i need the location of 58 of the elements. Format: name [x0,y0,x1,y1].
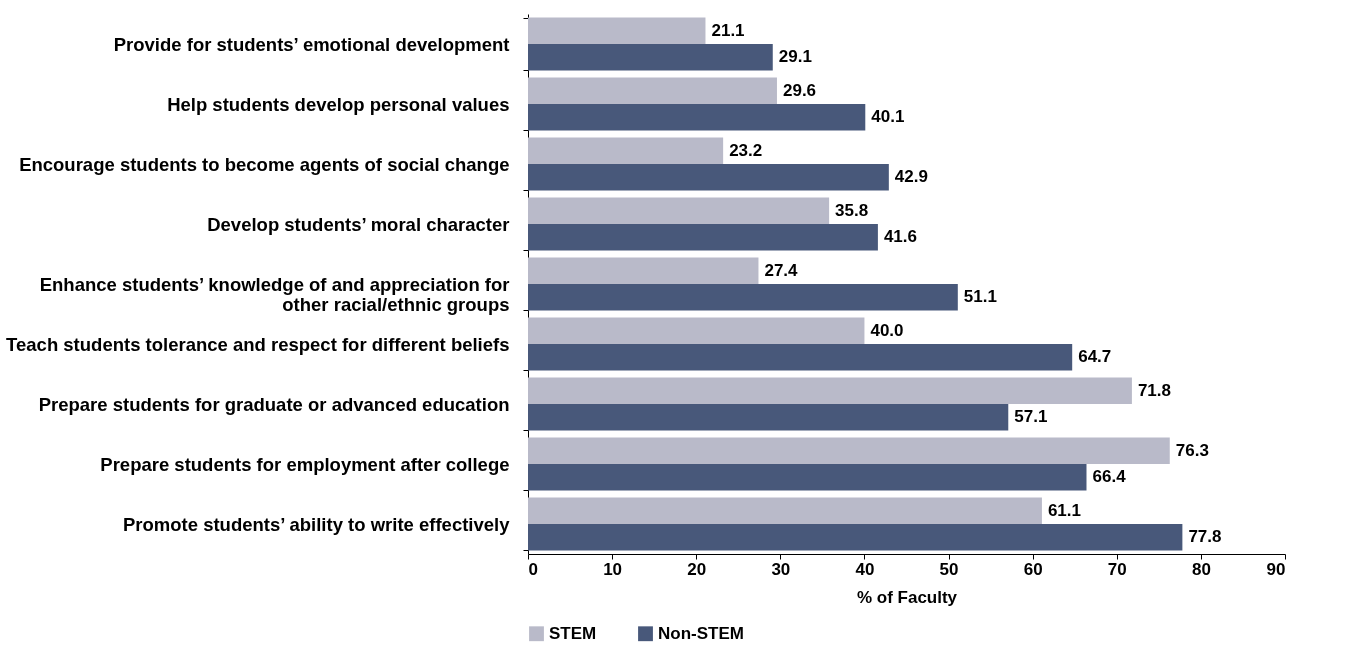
bar [528,44,773,71]
y-tick-label: Prepare students for employment after college [100,453,510,475]
x-axis-title: % of Faculty [856,587,958,607]
text: 51.1 [963,287,997,307]
text: 57.1 [1014,407,1048,427]
text: 77.8 [1188,527,1222,547]
bar [528,77,777,104]
bar [528,464,1087,491]
text: 41.6 [883,227,917,247]
bar [528,404,1009,431]
text: 35.8 [835,200,869,220]
bar [528,524,1183,551]
x-tick-label: 50 [939,559,959,579]
text: 66.4 [1092,467,1126,487]
y-tick-label: Provide for students’ emotional development [113,33,510,55]
text: 61.1 [1047,500,1082,520]
legend-label: Non-STEM [658,623,744,643]
text: 40.1 [871,107,905,127]
bar [528,257,759,284]
bar [528,497,1042,524]
text: 40.0 [870,320,904,340]
bar [528,164,889,191]
text: 27.4 [764,260,798,280]
bar [528,137,724,164]
bar [528,284,958,311]
text: 76.3 [1175,440,1209,460]
y-tick-label: Prepare students for graduate or advanced education [38,393,510,415]
legend-label: STEM [549,623,597,643]
y-tick-label: Help students develop personal values [167,93,510,115]
bar [528,104,866,131]
x-tick-label: 60 [1023,559,1043,579]
y-tick-label: Promote students’ ability to write effectively [122,513,511,535]
y-tick-label: Develop students’ moral character [207,213,510,235]
text: 71.8 [1137,380,1172,400]
bar [528,17,706,44]
x-tick-label: 40 [855,559,875,579]
text: 23.2 [729,140,763,160]
x-tick-label: 90 [1266,559,1286,579]
x-tick-label: 10 [603,559,623,579]
y-tick-label: Teach students tolerance and respect for different beliefs [6,333,510,355]
bar [528,317,865,344]
x-tick-label: 20 [687,559,707,579]
text: 42.9 [894,167,928,187]
y-tick-label: Enhance students’ knowledge of and appreciation for other racial/ethnic groups [39,273,510,315]
text: 64.7 [1078,347,1112,367]
x-tick-label: 80 [1191,559,1211,579]
x-tick-label: 70 [1107,559,1127,579]
bar [528,377,1132,404]
y-tick-label: Encourage students to become agents of social change [19,153,510,175]
bar [528,224,878,251]
text: 29.1 [778,47,812,67]
bar [528,197,830,224]
x-tick-label: 0 [528,559,538,579]
bar [528,437,1170,464]
bar [528,344,1073,371]
text: 29.6 [782,80,817,100]
text: 21.1 [711,20,745,40]
x-tick-label: 30 [771,559,791,579]
